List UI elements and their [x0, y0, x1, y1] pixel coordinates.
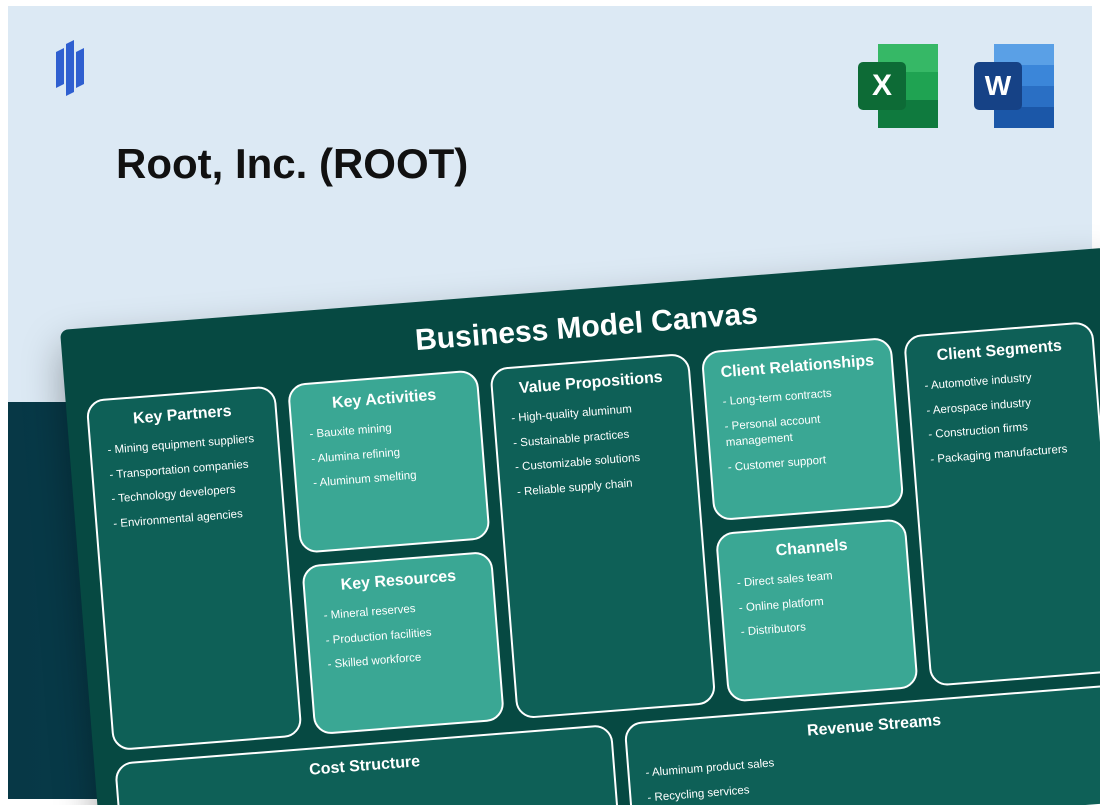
canvas-board-wrap: Business Model Canvas Key Partners - Min… [60, 248, 1100, 805]
page-title: Root, Inc. (ROOT) [116, 140, 468, 188]
block-key-resources: Key Resources - Mineral reserves - Produ… [302, 551, 505, 735]
block-title: Channels [734, 534, 889, 564]
list-item: - Bauxite mining [309, 415, 464, 444]
list-item: - Transportation companies [109, 455, 264, 484]
list-item: - Aluminum smelting [313, 464, 468, 493]
block-client-relationships: Client Relationships - Long-term contrac… [701, 337, 904, 521]
block-title: Key Partners [105, 401, 260, 431]
list-item: - Direct sales team [736, 564, 891, 593]
canvas-board: Business Model Canvas Key Partners - Min… [60, 248, 1100, 805]
block-client-segments: Client Segments - Automotive industry - … [903, 321, 1100, 687]
block-title: Cost Structure [133, 739, 596, 793]
svg-text:W: W [985, 70, 1012, 101]
canvas-grid: Key Partners - Mining equipment supplier… [86, 321, 1100, 751]
list-item: - Customizable solutions [515, 447, 680, 476]
svg-text:X: X [872, 69, 892, 102]
list-item: - Online platform [738, 588, 893, 617]
block-key-activities: Key Activities - Bauxite mining - Alumin… [287, 369, 490, 553]
list-item: - Distributors [740, 613, 895, 642]
block-title: Value Propositions [508, 368, 673, 399]
block-title: Key Resources [321, 566, 476, 596]
list-item: - Environmental agencies [113, 504, 268, 533]
list-item: - Reliable supply chain [517, 472, 682, 501]
list-item: - Automotive industry [924, 366, 1079, 395]
block-channels: Channels - Direct sales team - Online pl… [715, 518, 918, 702]
list-item: - Alumina refining [311, 439, 466, 468]
list-item: - Production facilities [325, 621, 480, 650]
excel-icon[interactable]: X [852, 38, 948, 134]
word-icon[interactable]: W [968, 38, 1064, 134]
block-title: Client Relationships [720, 352, 875, 382]
list-item: - Mineral reserves [323, 596, 478, 625]
brand-logo-icon [50, 38, 90, 98]
list-item: - Technology developers [111, 480, 266, 509]
list-item: - Construction firms [928, 415, 1083, 444]
block-key-partners: Key Partners - Mining equipment supplier… [86, 385, 304, 751]
list-item: - Mining equipment suppliers [107, 431, 262, 460]
list-item: - Long-term contracts [722, 382, 877, 411]
list-item: - High-quality aluminum [511, 398, 676, 427]
block-title: Client Segments [922, 336, 1077, 366]
list-item: - Personal account management [724, 407, 881, 452]
export-icons: X W [852, 38, 1064, 134]
list-item: - Aerospace industry [926, 391, 1081, 420]
stage: Root, Inc. (ROOT) X W [0, 0, 1100, 805]
list-item: - Sustainable practices [513, 423, 678, 452]
block-value-propositions: Value Propositions - High-quality alumin… [489, 353, 716, 720]
block-title: Key Activities [306, 385, 461, 415]
list-item: - Customer support [727, 448, 882, 477]
list-item: - Skilled workforce [327, 645, 482, 674]
list-item: - Packaging manufacturers [930, 440, 1085, 469]
